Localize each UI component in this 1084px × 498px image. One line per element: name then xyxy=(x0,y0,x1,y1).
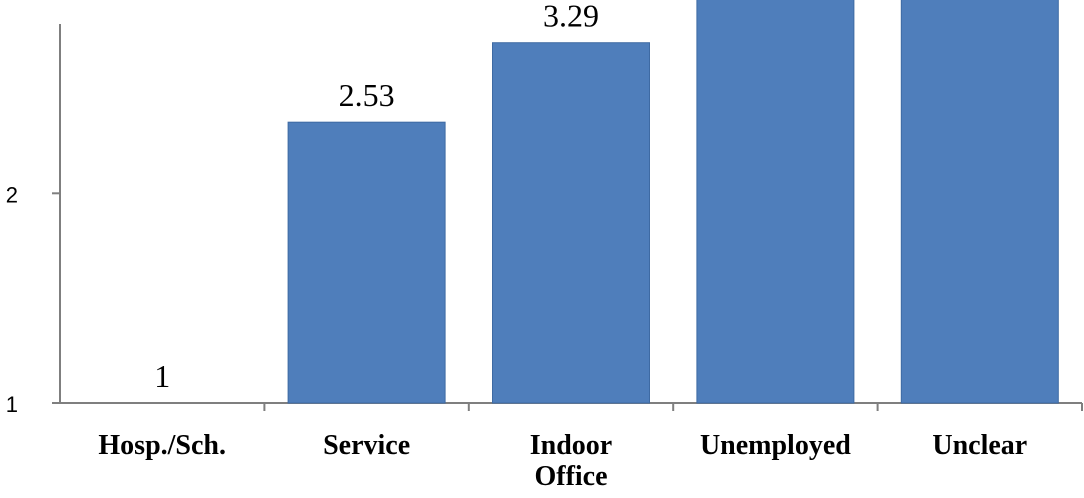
bar xyxy=(900,0,1059,404)
data-label: 2.53 xyxy=(339,77,395,113)
data-labels-group: 12.533.293.865.92 xyxy=(154,0,599,394)
category-label: Indoor Office xyxy=(530,430,612,492)
bars-group xyxy=(287,0,1059,404)
bar xyxy=(287,121,446,404)
data-label: 3.29 xyxy=(543,0,599,34)
category-label: Unemployed xyxy=(700,430,851,461)
category-label: Hosp./Sch. xyxy=(98,430,226,461)
y-tick-label: 1 xyxy=(6,392,18,417)
category-label: Service xyxy=(323,430,410,461)
y-tick-label: 2 xyxy=(6,182,18,207)
bar xyxy=(696,0,855,404)
y-axis: 124 xyxy=(6,24,61,417)
x-axis xyxy=(60,402,1083,411)
category-label: Unclear xyxy=(932,430,1027,461)
category-labels-group: Hosp./Sch. Service Indoor Office Unemployed U… xyxy=(98,430,1027,492)
data-label: 1 xyxy=(154,358,170,394)
bar xyxy=(492,42,650,404)
